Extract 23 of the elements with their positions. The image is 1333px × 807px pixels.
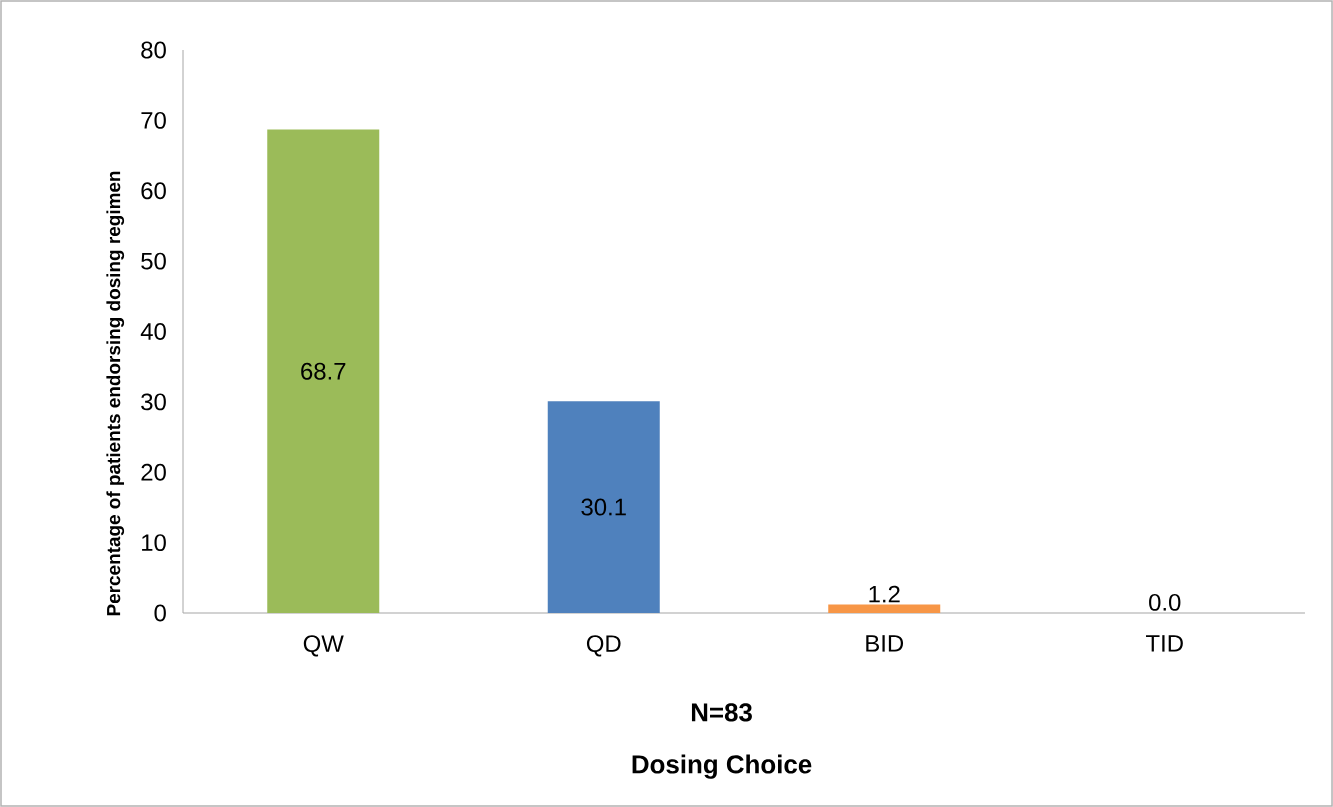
data-label: 30.1 <box>581 498 626 516</box>
y-tick-label: 10 <box>142 534 166 552</box>
x-tick-label: BID <box>866 635 904 652</box>
data-label: 0.0 <box>1149 593 1181 611</box>
data-label: 68.7 <box>301 362 346 380</box>
y-tick-label: 60 <box>141 182 166 200</box>
y-axis-title: Percentage of patients endorsing dosing regimen <box>106 171 125 616</box>
data-label: 1.2 <box>869 585 900 603</box>
y-tick-label: 40 <box>140 323 166 340</box>
bar <box>828 604 941 613</box>
x-tick-label: QW <box>303 635 344 657</box>
x-tick-label: TID <box>1146 635 1183 652</box>
text: N=83 <box>691 703 752 722</box>
bar <box>267 129 380 613</box>
y-tick-label: 30 <box>141 393 166 411</box>
x-tick-label: QD <box>586 635 621 657</box>
bar <box>547 401 660 613</box>
y-tick-label: 80 <box>141 41 166 59</box>
y-tick-label: 50 <box>141 252 166 270</box>
y-tick-label: 0 <box>154 604 166 622</box>
y-tick-label: 70 <box>141 111 166 129</box>
y-tick-label: 20 <box>141 463 166 481</box>
x-axis-title: Dosing Choice <box>632 754 812 779</box>
